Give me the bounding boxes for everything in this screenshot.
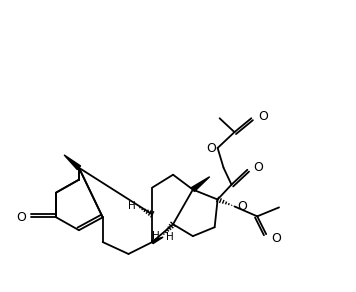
Text: O: O <box>206 142 216 155</box>
Polygon shape <box>192 177 210 192</box>
Text: O: O <box>253 161 263 174</box>
Polygon shape <box>152 237 163 244</box>
Text: O: O <box>258 110 268 123</box>
Text: O: O <box>237 200 247 213</box>
Text: H: H <box>152 231 160 241</box>
Text: H: H <box>128 201 135 211</box>
Text: H: H <box>166 232 174 242</box>
Text: O: O <box>17 211 26 224</box>
Text: O: O <box>271 232 281 245</box>
Polygon shape <box>64 155 80 170</box>
